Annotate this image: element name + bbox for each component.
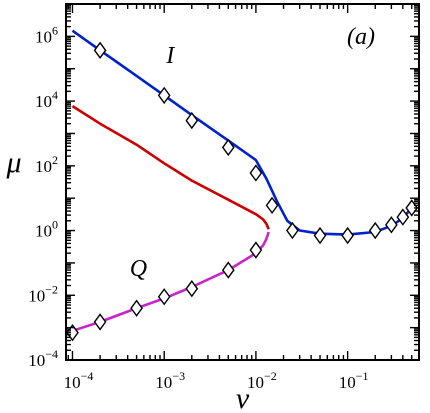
y-tick-label: 10−4 xyxy=(28,347,58,370)
x-tick-label: 10−3 xyxy=(155,369,185,392)
data-marker xyxy=(396,208,410,226)
data-marker xyxy=(368,221,382,240)
data-marker xyxy=(157,288,171,306)
x-tick-label: 10−4 xyxy=(64,369,94,392)
x-axis-title: ν xyxy=(236,382,250,413)
data-marker xyxy=(265,196,279,215)
curve-label-I: I xyxy=(165,43,175,69)
data-marker xyxy=(221,138,235,157)
data-marker xyxy=(313,226,327,245)
data-marker xyxy=(130,299,143,317)
y-tick-label: 104 xyxy=(35,88,58,111)
label-layer: ν μ (a) xyxy=(5,24,375,413)
data-marker xyxy=(341,226,354,245)
annotation-layer: IQ xyxy=(130,43,175,282)
series-line-2 xyxy=(71,105,270,230)
y-tick-label: 10−2 xyxy=(28,282,58,305)
data-marker xyxy=(185,111,199,130)
x-tick-label: 10−1 xyxy=(339,369,369,392)
y-tick-label: 106 xyxy=(35,23,58,46)
x-tick-label: 10−2 xyxy=(247,369,277,392)
tick-layer: 10−4 10−3 10−2 10−1 10−4 10−2 100 102 104 106 xyxy=(28,3,419,392)
data-marker xyxy=(249,164,263,182)
data-marker xyxy=(249,241,263,259)
panel-label: (a) xyxy=(347,24,375,50)
data-marker xyxy=(185,279,199,298)
y-tick-label: 102 xyxy=(35,153,58,176)
data-marker xyxy=(93,41,107,60)
plot-frame xyxy=(65,3,420,361)
data-marker xyxy=(93,313,107,331)
data-marker xyxy=(385,216,398,234)
series-layer xyxy=(71,29,413,333)
y-tick-label: 100 xyxy=(35,218,58,241)
marker-layer xyxy=(66,41,419,342)
y-axis-title: μ xyxy=(5,146,21,179)
data-marker xyxy=(286,221,299,240)
series-line-1 xyxy=(71,29,413,236)
data-marker xyxy=(157,86,171,105)
data-marker xyxy=(221,261,235,279)
curve-label-Q: Q xyxy=(130,256,147,282)
series-line-3 xyxy=(72,231,270,333)
